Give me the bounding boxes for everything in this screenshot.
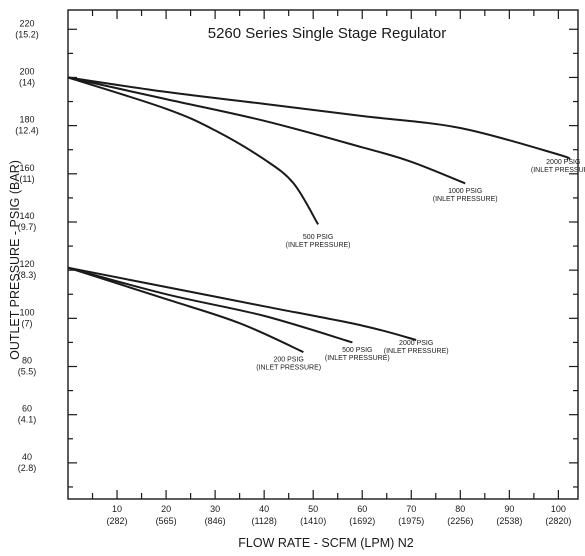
x-tick-sublabel: (282) [107, 516, 128, 526]
x-tick-label: 100 [551, 504, 566, 514]
series-label: 500 PSIG [303, 234, 333, 241]
x-tick-label: 60 [357, 504, 367, 514]
x-tick-sublabel: (2538) [496, 516, 522, 526]
x-tick-label: 40 [259, 504, 269, 514]
series-group [67, 76, 571, 354]
series-sublabel: (INLET PRESSURE) [286, 242, 351, 249]
y-tick-label: 140 [19, 211, 34, 221]
x-tick-label: 90 [504, 504, 514, 514]
y-tick-sublabel: (7) [22, 318, 33, 328]
y-tick-label: 100 [19, 307, 34, 317]
x-tick-sublabel: (565) [156, 516, 177, 526]
series-sublabel: (INLET PRESSURE) [531, 167, 585, 174]
y-tick-sublabel: (15.2) [15, 29, 39, 39]
series-label: 1000 PSIG [448, 188, 482, 195]
y-tick-sublabel: (11) [19, 174, 34, 184]
series-labels-group: 2000 PSIG(INLET PRESSURE)1000 PSIG(INLET… [256, 159, 585, 372]
y-tick-sublabel: (4.1) [18, 415, 37, 425]
x-tick-sublabel: (1975) [398, 516, 424, 526]
x-tick-label: 20 [161, 504, 171, 514]
y-tick-sublabel: (12.4) [15, 126, 39, 136]
y-tick-sublabel: (9.7) [18, 222, 37, 232]
series-sublabel: (INLET PRESSURE) [384, 348, 449, 355]
plot-frame [67, 9, 579, 500]
series-line [67, 76, 466, 185]
y-tick-label: 40 [22, 452, 32, 462]
y-tick-label: 180 [19, 115, 34, 125]
series-line [67, 266, 304, 354]
y-tick-sublabel: (5.5) [18, 367, 37, 377]
plot-frame-group [67, 9, 579, 500]
y-tick-label: 220 [19, 18, 34, 28]
y-tick-sublabel: (14) [19, 77, 35, 87]
chart-title: 5260 Series Single Stage Regulator [208, 25, 447, 42]
y-tick-label: 120 [19, 259, 34, 269]
x-tick-sublabel: (1692) [349, 516, 375, 526]
x-tick-label: 50 [308, 504, 318, 514]
y-axis-label: OUTLET PRESSURE - PSIG (BAR) [8, 160, 22, 360]
series-sublabel: (INLET PRESSURE) [325, 355, 390, 362]
ticks-group: 10(282)20(565)30(846)40(1128)50(1410)60(… [15, 10, 578, 526]
x-tick-sublabel: (1410) [300, 516, 326, 526]
series-label: 2000 PSIG [399, 340, 433, 347]
x-tick-label: 80 [455, 504, 465, 514]
series-label: 2000 PSIG [546, 159, 580, 166]
x-tick-sublabel: (846) [205, 516, 226, 526]
x-tick-label: 70 [406, 504, 416, 514]
y-tick-label: 160 [19, 163, 34, 173]
x-tick-label: 30 [210, 504, 220, 514]
series-label: 200 PSIG [273, 357, 303, 364]
series-label: 500 PSIG [342, 347, 372, 354]
y-tick-sublabel: (8.3) [18, 270, 37, 280]
series-line [67, 266, 417, 341]
series-line [67, 76, 319, 225]
y-tick-label: 200 [19, 66, 34, 76]
y-tick-label: 60 [22, 404, 32, 414]
series-line [67, 266, 353, 344]
x-tick-label: 10 [112, 504, 122, 514]
x-tick-sublabel: (1128) [251, 516, 276, 526]
x-tick-sublabel: (2820) [545, 516, 571, 526]
y-tick-sublabel: (2.8) [18, 463, 37, 473]
series-sublabel: (INLET PRESSURE) [256, 365, 321, 372]
series-sublabel: (INLET PRESSURE) [433, 196, 498, 203]
x-tick-sublabel: (2256) [447, 516, 473, 526]
series-line [67, 76, 571, 161]
y-tick-label: 80 [22, 356, 32, 366]
x-axis-label: FLOW RATE - SCFM (LPM) N2 [238, 536, 414, 550]
